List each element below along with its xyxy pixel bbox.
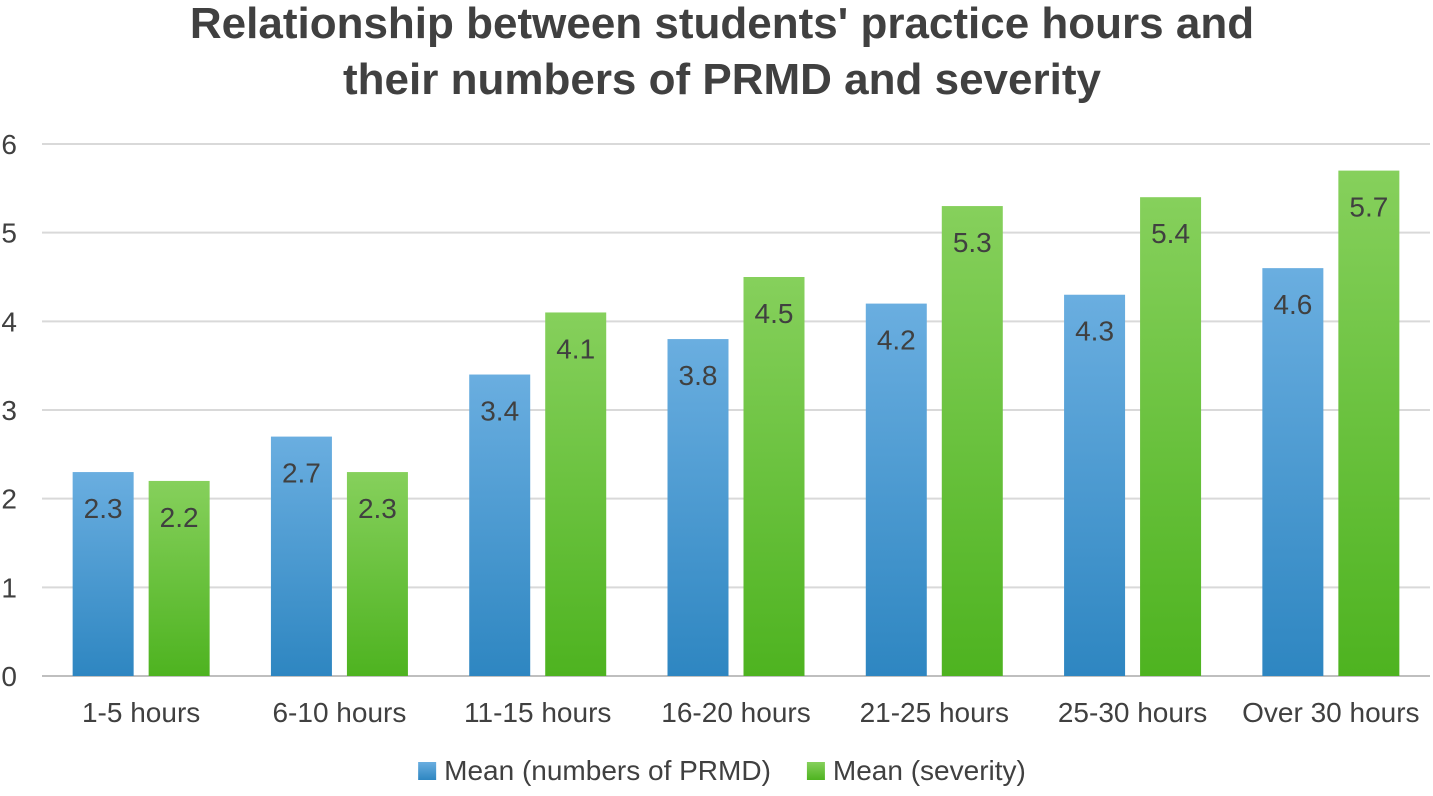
x-tick-label: 6-10 hours	[272, 697, 406, 728]
x-tick-label: 11-15 hours	[464, 697, 611, 728]
x-tick-label: Over 30 hours	[1242, 697, 1419, 728]
y-tick-label: 6	[1, 129, 17, 160]
y-tick-label: 0	[1, 661, 17, 692]
bar-severity	[346, 472, 408, 676]
data-label: 2.2	[160, 502, 199, 533]
bar-prmd	[667, 339, 729, 676]
bar-severity	[1140, 197, 1202, 676]
bar-prmd	[865, 303, 927, 676]
data-label: 2.3	[84, 493, 123, 524]
data-label: 5.3	[953, 227, 992, 258]
x-axis-ticks: 1-5 hours 6-10 hours 11-15 hours 16-20 hour…	[82, 697, 1420, 728]
legend-swatch	[806, 762, 825, 780]
bar-prmd	[1262, 268, 1324, 676]
data-label: 4.3	[1075, 316, 1114, 347]
data-label: 2.3	[358, 493, 397, 524]
data-label: 4.2	[877, 325, 916, 356]
data-label: 3.4	[480, 396, 519, 427]
y-tick-label: 3	[1, 395, 17, 426]
chart-title-line-2: their numbers of PRMD and severity	[343, 55, 1101, 104]
data-label: 4.6	[1273, 289, 1312, 320]
x-tick-label: 16-20 hours	[661, 697, 810, 728]
bar-prmd	[469, 374, 531, 676]
y-tick-label: 2	[1, 484, 17, 515]
bars: 2.3 2.2 2.7 2.3 3.4 4.1 3.8 4.5 4.2 5.3 4.3 5.4 4.6 5…	[72, 170, 1400, 677]
data-label: 4.5	[755, 298, 794, 329]
bar-prmd	[270, 436, 332, 676]
legend-label: Mean (severity)	[833, 755, 1026, 786]
x-tick-label: 1-5 hours	[82, 697, 200, 728]
bar-prmd	[72, 472, 134, 676]
y-tick-label: 1	[1, 572, 17, 603]
chart-title-line-1: Relationship between students' practice …	[190, 0, 1254, 48]
data-label: 4.1	[556, 333, 595, 364]
data-label: 5.7	[1349, 192, 1388, 223]
y-tick-label: 4	[1, 306, 17, 337]
bar-prmd	[1064, 294, 1126, 676]
bar-severity	[743, 277, 805, 676]
data-label: 3.8	[679, 360, 718, 391]
data-label: 2.7	[282, 458, 321, 489]
legend: Mean (numbers of PRMD) Mean (severity)	[418, 755, 1026, 786]
data-label: 5.4	[1151, 218, 1190, 249]
y-axis-ticks: 0 1 2 3 4 5 6	[1, 129, 17, 692]
x-tick-label: 25-30 hours	[1058, 697, 1207, 728]
bar-severity	[545, 312, 607, 676]
bar-severity	[941, 206, 1003, 677]
bar-severity	[1338, 170, 1400, 676]
legend-label: Mean (numbers of PRMD)	[444, 755, 771, 786]
x-tick-label: 21-25 hours	[860, 697, 1009, 728]
legend-swatch	[418, 762, 437, 780]
gridlines	[42, 143, 1430, 677]
y-tick-label: 5	[1, 218, 17, 249]
bar-severity	[148, 480, 210, 676]
